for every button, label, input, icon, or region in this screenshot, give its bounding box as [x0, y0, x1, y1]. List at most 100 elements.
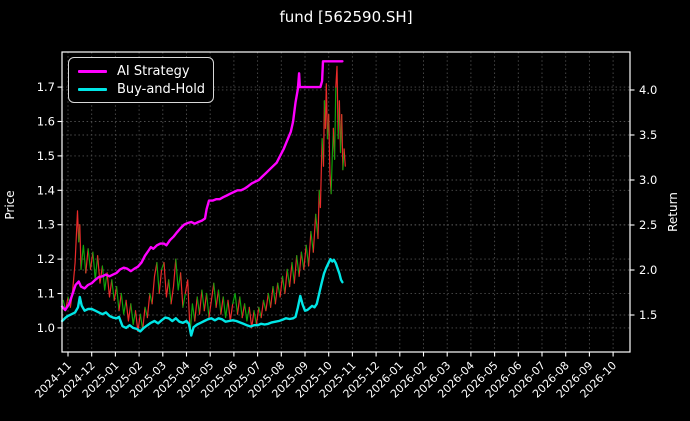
fund-price-line: [255, 306, 260, 326]
fund-price-line: [201, 289, 205, 312]
fund-price-line: [118, 292, 122, 312]
fund-price-line: [106, 272, 113, 298]
ai-strategy-line: [60, 60, 344, 312]
fund-price-line: [248, 306, 255, 329]
return-tick-label: 4.0: [639, 83, 657, 97]
fund-price-line: [289, 262, 293, 288]
fund-price-line: [163, 262, 170, 298]
fund-price-line: [244, 303, 250, 322]
fund-price-line: [168, 279, 172, 305]
fund-price-line: [330, 127, 334, 195]
price-tick-label: 1.2: [37, 252, 55, 266]
fund-price-line: [279, 275, 284, 298]
fund-price-line: [116, 286, 120, 312]
fund-price-line: [310, 231, 314, 253]
y-axis-label-return: Return: [666, 192, 680, 232]
fund-price-line: [328, 114, 332, 195]
chart-title: fund [562590.SH]: [279, 8, 412, 26]
fund-price-line: [284, 268, 288, 295]
fund-price-line: [151, 262, 158, 305]
fund-price-line: [184, 279, 191, 334]
fund-price-line: [220, 296, 224, 315]
fund-price-line: [258, 306, 262, 319]
fund-price-line: [272, 286, 276, 305]
fund-price-line: [308, 231, 312, 267]
fund-price-line: [291, 262, 295, 284]
fund-price-line: [213, 282, 217, 308]
fund-price-line: [274, 282, 279, 305]
return-tick-label: 3.0: [639, 173, 657, 187]
fund-price-line: [217, 289, 222, 315]
fund-price-line: [158, 268, 163, 295]
fund-price-line: [298, 251, 302, 277]
return-tick-label: 2.5: [639, 218, 657, 232]
fund-price-line: [281, 275, 286, 295]
fund-price-line: [203, 292, 208, 312]
fund-price-line: [227, 299, 234, 322]
return-tick-label: 2.0: [639, 263, 657, 277]
fund-price-line: [324, 83, 329, 140]
fund-price-line: [182, 292, 186, 308]
legend-line-buy-and-hold: [78, 87, 107, 91]
fund-price-line: [312, 213, 317, 253]
fund-price-line: [215, 289, 220, 308]
fund-price-line: [319, 138, 323, 209]
legend-item-ai-strategy: AI Strategy: [78, 65, 204, 78]
return-tick-label: 1.5: [639, 308, 657, 322]
plot-border: [61, 51, 631, 353]
legend-label-ai-strategy: AI Strategy: [117, 63, 190, 79]
fund-price-line: [175, 258, 182, 291]
fund-price-line: [253, 310, 257, 326]
fund-price-line: [80, 244, 87, 274]
price-tick-label: 1.4: [37, 183, 55, 197]
fund-price-line: [130, 303, 137, 326]
fund-price-line: [85, 248, 89, 274]
fund-price-line: [134, 310, 141, 332]
price-tick-label: 1.0: [37, 321, 55, 335]
fund-price-line: [87, 248, 92, 270]
price-tick-label: 1.5: [37, 149, 55, 163]
fund-price-line: [206, 292, 210, 319]
fund-price-line: [236, 296, 241, 315]
fund-price-line: [286, 268, 291, 288]
fund-price-line: [317, 189, 320, 240]
fund-price-line: [222, 296, 229, 319]
fund-price-line: [239, 296, 243, 319]
fund-price-line: [267, 292, 272, 308]
fund-price-line: [196, 296, 201, 315]
price-tick-label: 1.3: [37, 218, 55, 232]
fund-price-line: [296, 255, 300, 277]
legend-item-buy-and-hold: Buy-and-Hold: [78, 83, 205, 96]
fund-price-line: [111, 279, 115, 301]
fund-price-line: [156, 262, 160, 295]
price-tick-label: 1.1: [37, 287, 55, 301]
fund-price-line: [270, 286, 274, 308]
fund-price-line: [262, 299, 267, 312]
fund-price-line: [170, 258, 177, 305]
fund-price-line: [194, 296, 198, 322]
fund-price-line: [305, 244, 310, 267]
legend-line-ai-strategy: [78, 69, 107, 73]
fund-price-line: [142, 306, 146, 331]
fund-price-line: [146, 292, 151, 319]
fund-price-line: [265, 292, 269, 312]
fund-price-line: [335, 65, 339, 140]
fund-price-line: [232, 292, 239, 315]
fund-price-line: [97, 255, 103, 284]
fund-price-line: [260, 299, 265, 319]
fund-price-line: [180, 272, 184, 308]
fund-price-line: [125, 299, 132, 322]
fund-price-line: [293, 255, 298, 284]
fund-price-line: [277, 282, 281, 298]
fund-price-line: [139, 313, 144, 331]
price-tick-label: 1.6: [37, 114, 55, 128]
fund-price-line: [341, 114, 344, 171]
fund-price-line: [208, 282, 215, 319]
legend: AI Strategy Buy-and-Hold: [68, 57, 214, 103]
series: [60, 60, 346, 337]
fund-price-line: [79, 224, 82, 270]
price-tick-label: 1.7: [37, 80, 55, 94]
fund-price-line: [92, 251, 99, 281]
